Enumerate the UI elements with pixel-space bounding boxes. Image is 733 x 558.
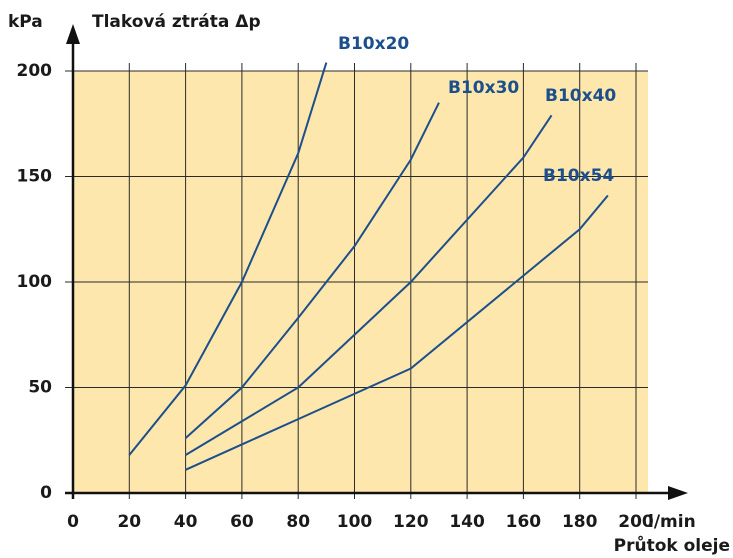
series-line bbox=[128, 62, 328, 456]
y-axis-arrow bbox=[66, 24, 80, 44]
x-tick-label: 200 bbox=[618, 512, 654, 532]
y-axis-label: Tlaková ztráta Δp bbox=[92, 12, 261, 32]
y-tick-label: 200 bbox=[17, 61, 53, 81]
x-tick-label: 0 bbox=[67, 512, 79, 532]
y-tick-label: 100 bbox=[17, 272, 53, 292]
x-axis-arrow bbox=[668, 486, 688, 500]
y-tick-label: 150 bbox=[17, 167, 53, 187]
x-axis-label: Průtok oleje bbox=[614, 534, 730, 556]
y-tick-label: 50 bbox=[28, 378, 52, 398]
x-tick-label: 100 bbox=[337, 512, 373, 532]
series-label: B10x30 bbox=[448, 78, 519, 98]
series-label: B10x54 bbox=[543, 166, 614, 186]
x-tick-label: 60 bbox=[230, 512, 254, 532]
x-unit: l/min bbox=[648, 512, 696, 532]
x-tick-label: 160 bbox=[506, 512, 542, 532]
x-tick-label: 40 bbox=[174, 512, 198, 532]
series-line bbox=[185, 114, 553, 456]
series-line bbox=[185, 194, 609, 471]
x-tick-label: 20 bbox=[117, 512, 141, 532]
x-tick-label: 180 bbox=[562, 512, 598, 532]
x-tick-label: 140 bbox=[449, 512, 485, 532]
series-line bbox=[184, 102, 440, 439]
series-label: B10x20 bbox=[338, 34, 409, 54]
x-tick-label: 120 bbox=[393, 512, 429, 532]
series-label: B10x40 bbox=[545, 86, 616, 106]
y-tick-label: 0 bbox=[40, 483, 52, 503]
y-unit: kPa bbox=[8, 12, 43, 32]
x-tick-label: 80 bbox=[286, 512, 310, 532]
